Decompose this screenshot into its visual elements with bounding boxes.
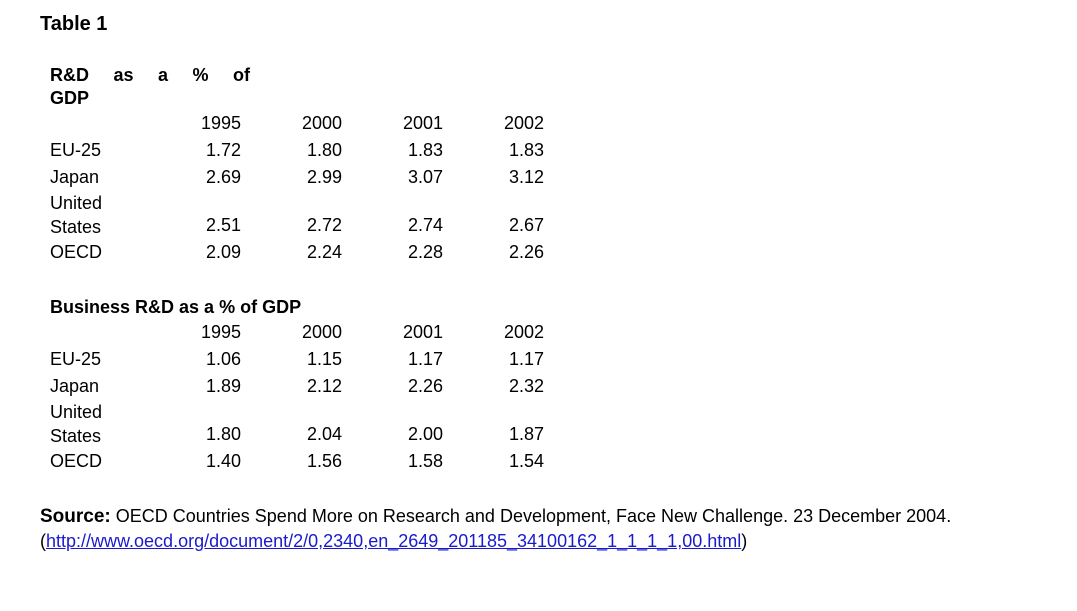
row-label: EU-25 [50, 349, 102, 369]
row-label: Japan [50, 376, 100, 396]
table-cell: 1.56 [306, 451, 342, 471]
row-label-line2: States [50, 426, 102, 446]
business-rd-gdp-table-section: Business R&D as a % of GDP 1995 2000 200… [50, 296, 570, 475]
row-label: EU-25 [50, 140, 102, 160]
table-cell: 2.28 [407, 242, 443, 262]
source-text: OECD Countries Spend More on Research an… [110, 506, 952, 526]
year-header: 1995 [200, 322, 241, 342]
table-cell: 1.15 [306, 349, 342, 369]
table-row: United States 1.80 2.04 2.00 1.87 [50, 400, 544, 448]
document-title: Table 1 [40, 13, 108, 35]
table-title-line2: GDP [50, 88, 90, 108]
table-row: OECD 2.09 2.24 2.28 2.26 [50, 239, 544, 266]
table-header-row: 1995 2000 2001 2002 [50, 110, 544, 137]
row-label-line1: United [50, 402, 103, 422]
business-rd-gdp-table: 1995 2000 2001 2002 EU-25 1.06 1.15 1.17… [50, 319, 544, 475]
table-header-row: 1995 2000 2001 2002 [50, 319, 544, 346]
year-header: 2000 [301, 322, 342, 342]
table-cell: 2.26 [407, 376, 443, 396]
table-cell: 3.07 [407, 167, 443, 187]
table-cell: 1.54 [508, 451, 544, 471]
row-label-line2: States [50, 217, 102, 237]
open-paren: ( [40, 531, 46, 551]
table-cell: 2.51 [205, 215, 241, 235]
close-paren: ) [741, 531, 748, 551]
table-cell: 3.12 [508, 167, 544, 187]
table-row: OECD 1.40 1.56 1.58 1.54 [50, 448, 544, 475]
table-cell: 2.69 [205, 167, 241, 187]
table-cell: 2.26 [508, 242, 544, 262]
table-row: Japan 1.89 2.12 2.26 2.32 [50, 373, 544, 400]
year-header: 2002 [503, 113, 544, 133]
table-cell: 2.99 [306, 167, 342, 187]
table-cell: 2.00 [407, 424, 443, 444]
source-label: Source: [40, 506, 111, 527]
source-link[interactable]: http://www.oecd.org/document/2/0,2340,en… [46, 531, 742, 551]
table-cell: 2.12 [306, 376, 342, 396]
year-header: 2002 [503, 322, 544, 342]
table-row: United States 2.51 2.72 2.74 2.67 [50, 191, 544, 239]
table-cell: 2.24 [306, 242, 342, 262]
row-label-line1: United [50, 193, 103, 213]
row-label: Japan [50, 167, 100, 187]
row-label: United States [50, 400, 140, 448]
table-cell: 2.09 [205, 242, 241, 262]
table-row: Japan 2.69 2.99 3.07 3.12 [50, 164, 544, 191]
table-cell: 1.40 [205, 451, 241, 471]
table-cell: 1.80 [306, 140, 342, 160]
table-cell: 2.04 [306, 424, 342, 444]
table-cell: 1.80 [205, 424, 241, 444]
table-cell: 1.89 [205, 376, 241, 396]
table-row: EU-25 1.06 1.15 1.17 1.17 [50, 346, 544, 373]
table-cell: 1.72 [205, 140, 241, 160]
table-cell: 1.83 [508, 140, 544, 160]
table-title-line1: R&D as a % of [50, 65, 250, 85]
row-label: OECD [50, 451, 103, 471]
source-citation: Source: OECD Countries Spend More on Res… [40, 504, 1000, 553]
table-cell: 1.58 [407, 451, 443, 471]
header-corner [50, 319, 140, 346]
table-title: Business R&D as a % of GDP [50, 297, 302, 317]
year-header: 2001 [402, 113, 443, 133]
year-header: 1995 [200, 113, 241, 133]
table-cell: 2.67 [508, 215, 544, 235]
table-cell: 1.87 [508, 424, 544, 444]
table-cell: 1.17 [407, 349, 443, 369]
row-label: OECD [50, 242, 103, 262]
table-cell: 2.74 [407, 215, 443, 235]
table-cell: 1.83 [407, 140, 443, 160]
table-cell: 2.32 [508, 376, 544, 396]
rd-gdp-table-section: R&D as a % of GDP 1995 2000 2001 2002 EU… [50, 64, 570, 266]
table-cell: 1.06 [205, 349, 241, 369]
year-header: 2000 [301, 113, 342, 133]
rd-gdp-table: 1995 2000 2001 2002 EU-25 1.72 1.80 1.83… [50, 110, 544, 266]
table-row: EU-25 1.72 1.80 1.83 1.83 [50, 137, 544, 164]
header-corner [50, 110, 140, 137]
table-title: R&D as a % of GDP [50, 64, 250, 110]
row-label: United States [50, 191, 140, 239]
year-header: 2001 [402, 322, 443, 342]
table-cell: 1.17 [508, 349, 544, 369]
table-cell: 2.72 [306, 215, 342, 235]
